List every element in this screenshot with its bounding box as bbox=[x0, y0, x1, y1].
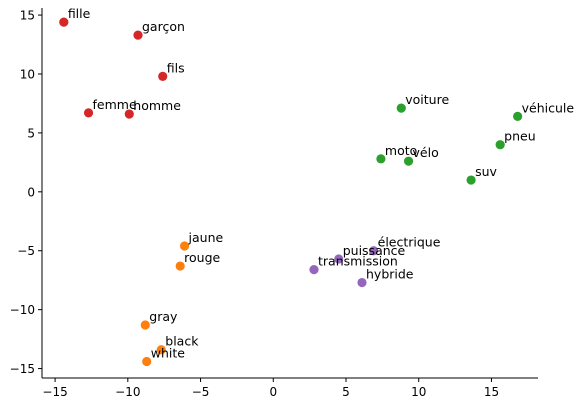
point-label: pneu bbox=[504, 129, 535, 144]
point-label: rouge bbox=[184, 250, 220, 265]
y-tick-label: 15 bbox=[20, 9, 35, 23]
point-label: suv bbox=[475, 164, 497, 179]
x-tick-label: 10 bbox=[411, 385, 426, 399]
y-tick-label: 10 bbox=[20, 67, 35, 81]
point-label: femme bbox=[93, 97, 137, 112]
point bbox=[158, 71, 168, 81]
point-label: voiture bbox=[405, 92, 449, 107]
x-tick-label: 15 bbox=[484, 385, 499, 399]
x-tick-label: 0 bbox=[269, 385, 277, 399]
point-label: moto bbox=[385, 143, 417, 158]
point bbox=[179, 241, 190, 251]
point-label: transmission bbox=[318, 254, 398, 269]
point bbox=[83, 108, 94, 118]
point-label: véhicule bbox=[522, 100, 575, 115]
point-label: black bbox=[165, 334, 199, 349]
point bbox=[396, 103, 406, 113]
point bbox=[175, 261, 185, 271]
point bbox=[513, 111, 523, 122]
point-label: gray bbox=[149, 309, 178, 324]
point-label: hybride bbox=[366, 267, 414, 282]
x-tick-label: −10 bbox=[115, 385, 140, 399]
point bbox=[357, 277, 367, 288]
point bbox=[334, 254, 344, 264]
y-tick-label: 0 bbox=[27, 185, 35, 199]
y-tick-label: 5 bbox=[27, 126, 35, 140]
point-label: électrique bbox=[378, 235, 441, 250]
point-label: white bbox=[151, 346, 186, 361]
x-tick-label: −5 bbox=[192, 385, 210, 399]
point bbox=[369, 246, 379, 256]
x-tick-label: 5 bbox=[342, 385, 350, 399]
point-label: jaune bbox=[188, 230, 224, 245]
point-label: fille bbox=[68, 6, 91, 21]
x-tick-label: −15 bbox=[42, 385, 67, 399]
point-label: puissance bbox=[343, 243, 406, 258]
point-label: fils bbox=[167, 60, 185, 75]
point bbox=[124, 109, 134, 119]
point bbox=[376, 154, 386, 164]
point-label: homme bbox=[133, 98, 181, 113]
point bbox=[133, 30, 143, 40]
point bbox=[156, 345, 166, 355]
y-tick-label: −5 bbox=[17, 244, 35, 258]
point bbox=[403, 156, 414, 166]
point bbox=[140, 320, 150, 330]
y-tick-label: −15 bbox=[10, 362, 35, 376]
point bbox=[309, 264, 319, 275]
axes: −15 −10 −5 0 5 10 15 15 10 5 0 −5 −10 −15 bbox=[10, 8, 538, 399]
y-tick-label: −10 bbox=[10, 303, 35, 317]
points-layer bbox=[59, 17, 523, 367]
point bbox=[142, 356, 152, 367]
point-label: garçon bbox=[142, 19, 185, 34]
point-label: vélo bbox=[413, 145, 439, 160]
point bbox=[59, 17, 69, 27]
point bbox=[466, 175, 476, 185]
point bbox=[495, 140, 505, 150]
